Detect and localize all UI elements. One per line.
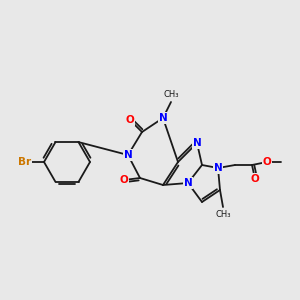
Text: N: N — [184, 178, 192, 188]
Text: O: O — [250, 174, 260, 184]
Text: Br: Br — [18, 157, 32, 167]
Text: O: O — [262, 157, 272, 167]
Text: O: O — [126, 115, 134, 125]
Text: N: N — [159, 113, 167, 123]
Text: CH₃: CH₃ — [163, 90, 179, 99]
Text: CH₃: CH₃ — [215, 210, 231, 219]
Text: O: O — [120, 175, 128, 185]
Text: O: O — [250, 174, 260, 184]
Text: N: N — [124, 150, 132, 160]
Text: O: O — [262, 157, 272, 167]
Text: N: N — [193, 138, 201, 148]
Text: O: O — [126, 115, 134, 125]
Text: Br: Br — [18, 157, 32, 167]
Text: O: O — [120, 175, 128, 185]
Text: N: N — [214, 163, 222, 173]
